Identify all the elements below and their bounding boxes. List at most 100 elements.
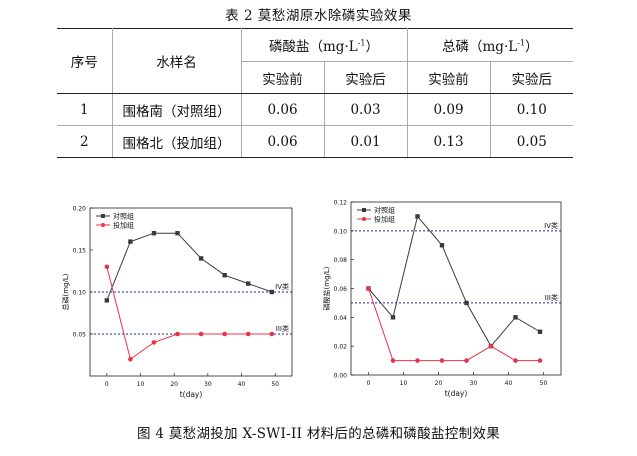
data-point xyxy=(246,281,251,286)
series-line xyxy=(368,215,541,348)
header-p-after: 实验后 xyxy=(324,61,408,94)
data-point xyxy=(104,298,110,303)
legend-swatch-marker xyxy=(362,208,366,212)
data-point xyxy=(415,214,420,219)
data-point xyxy=(222,273,227,278)
results-table: 序号 水样名 磷酸盐（mg·L-1） 总磷（mg·L-1） 实验前 实验后 实验… xyxy=(57,28,573,158)
data-point xyxy=(151,231,157,236)
legend-swatch-marker xyxy=(362,217,366,221)
legend-label: 投加组 xyxy=(113,221,134,230)
cell-p-after: 0.03 xyxy=(324,93,408,126)
data-point xyxy=(366,286,371,291)
data-point xyxy=(175,331,180,337)
data-point xyxy=(222,331,227,337)
x-axis-label: t(day) xyxy=(180,390,203,399)
y-tick-label: 0.04 xyxy=(334,315,348,322)
data-point xyxy=(439,358,445,363)
data-point xyxy=(269,331,275,337)
data-point xyxy=(464,358,469,363)
data-point xyxy=(513,358,518,363)
data-point xyxy=(151,340,157,345)
series-line xyxy=(106,232,272,301)
y-tick-label: 0.10 xyxy=(73,290,87,297)
header-p-before: 实验前 xyxy=(241,61,325,94)
data-point xyxy=(104,264,110,270)
reference-line-label: IV类 xyxy=(275,282,289,291)
x-tick-label: 40 xyxy=(238,381,246,388)
total-phosphorus-chart-svg: IV类 III类 0.05 0.10 0.15 0.20 0 10 20 30 40 50 t(day)… xyxy=(61,206,293,399)
x-tick-label: 10 xyxy=(400,380,408,387)
cell-tp-after: 0.05 xyxy=(490,125,573,158)
cell-tp-before: 0.13 xyxy=(407,125,491,158)
legend-label: 对照组 xyxy=(113,212,134,221)
data-point xyxy=(128,239,133,244)
header-total-phosphorus: 总磷（mg·L-1） xyxy=(407,28,573,62)
header-tp-after: 实验后 xyxy=(490,61,573,94)
y-tick-label: 0.00 xyxy=(334,373,348,380)
legend-label: 投加组 xyxy=(374,215,395,224)
reference-line-label: IV类 xyxy=(544,221,558,230)
legend-swatch-marker xyxy=(101,214,105,218)
data-point xyxy=(488,343,494,349)
reference-line-label: III类 xyxy=(545,293,558,302)
legend-swatch-marker xyxy=(101,223,105,227)
y-tick-label: 0.15 xyxy=(73,248,87,255)
data-point xyxy=(198,331,204,337)
data-point xyxy=(513,315,518,320)
series-line xyxy=(106,266,272,361)
reference-line-label: III类 xyxy=(276,324,289,333)
x-tick-label: 0 xyxy=(367,380,371,387)
phosphate-chart-svg: IV类 III类 0.00 0.02 0.04 0.06 0.08 0.10 0.12 0 10 20… xyxy=(322,200,562,398)
data-point xyxy=(245,331,251,337)
x-tick-label: 20 xyxy=(170,381,178,388)
x-tick-label: 50 xyxy=(271,381,279,388)
cell-sample: 围格南（对照组） xyxy=(112,93,242,126)
x-tick-label: 10 xyxy=(137,381,145,388)
y-tick-label: 0.05 xyxy=(73,332,87,339)
x-tick-label: 40 xyxy=(505,380,513,387)
header-phosphate-text: 磷酸盐（mg·L xyxy=(269,39,358,55)
header-total-text: 总磷（mg·L xyxy=(442,39,518,55)
x-tick-label: 50 xyxy=(540,380,548,387)
phosphate-chart: IV类 III类 0.00 0.02 0.04 0.06 0.08 0.10 0.12 0 10 20… xyxy=(316,194,574,412)
cell-p-before: 0.06 xyxy=(241,125,325,158)
y-tick-label: 0.08 xyxy=(334,257,348,264)
header-tp-before: 实验前 xyxy=(407,61,491,94)
data-point xyxy=(175,231,180,236)
header-phosphate-sup: -1 xyxy=(357,38,366,48)
header-phosphate-close: ） xyxy=(365,39,380,55)
cell-tp-before: 0.09 xyxy=(407,93,491,126)
data-point xyxy=(128,356,133,362)
y-tick-label: 0.12 xyxy=(334,200,348,207)
x-tick-label: 20 xyxy=(435,380,443,387)
data-point xyxy=(415,358,420,363)
x-tick-label: 0 xyxy=(105,381,109,388)
header-phosphate: 磷酸盐（mg·L-1） xyxy=(241,28,408,62)
plot-frame xyxy=(350,201,562,376)
data-point xyxy=(198,256,204,261)
cell-index: 1 xyxy=(57,93,113,126)
header-total-sup: -1 xyxy=(517,38,525,48)
series-line xyxy=(368,288,540,362)
legend-label: 对照组 xyxy=(374,206,395,215)
cell-p-after: 0.01 xyxy=(324,125,408,158)
cell-tp-after: 0.10 xyxy=(516,101,547,118)
data-point xyxy=(390,358,396,363)
x-tick-label: 30 xyxy=(204,381,212,388)
figure-caption: 图 4 莫愁湖投加 X-SWI-II 材料后的总磷和磷酸盐控制效果 xyxy=(136,426,501,442)
cell-index: 2 xyxy=(57,125,113,158)
table-row: 2 围格北（投加组） 0.06 0.01 0.13 0.05 xyxy=(57,125,573,158)
data-point xyxy=(439,243,445,248)
data-point xyxy=(390,315,396,320)
x-tick-label: 30 xyxy=(470,380,478,387)
header-index: 序号 xyxy=(57,28,113,94)
header-sample: 水样名 xyxy=(112,28,242,94)
x-axis-label: t(day) xyxy=(445,389,468,398)
table-row: 1 围格南（对照组） 0.06 0.03 0.09 0.10 xyxy=(57,93,573,126)
y-axis-label: 总磷(mg/L) xyxy=(61,273,70,310)
total-phosphorus-chart: IV类 III类 0.05 0.10 0.15 0.20 0 10 20 30 40 50 t(day)… xyxy=(52,198,300,412)
cell-p-before: 0.06 xyxy=(241,93,325,126)
header-total-close: ） xyxy=(525,39,539,55)
data-point xyxy=(464,300,469,306)
data-point xyxy=(537,358,543,363)
